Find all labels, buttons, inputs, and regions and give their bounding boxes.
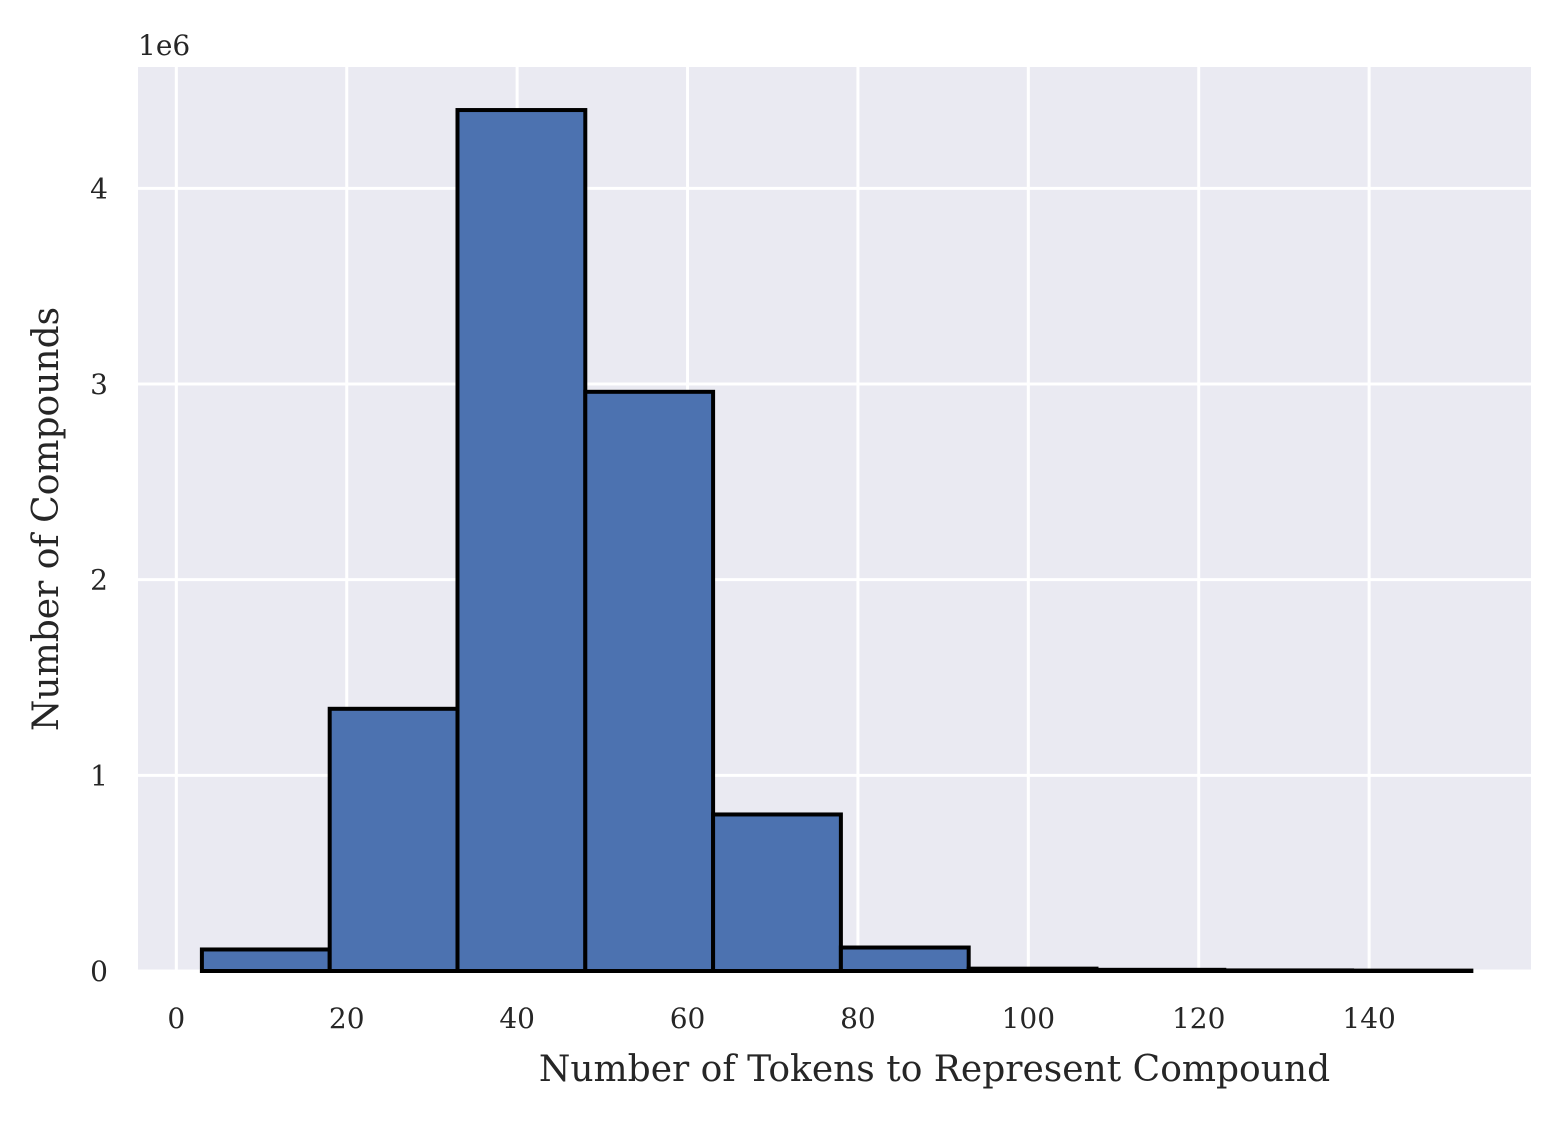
y-axis-label: Number of Compounds bbox=[26, 307, 67, 731]
y-tick-label-4: 4 bbox=[90, 172, 108, 205]
histogram-bar-0 bbox=[199, 947, 332, 974]
x-tick-label-3: 60 bbox=[670, 1002, 706, 1035]
x-tick-label-5: 100 bbox=[1002, 1002, 1055, 1035]
histogram-bars bbox=[199, 108, 1474, 974]
x-tick-label-7: 140 bbox=[1342, 1002, 1395, 1035]
histogram-bar-1 bbox=[327, 706, 460, 973]
histogram-bar-3 bbox=[583, 389, 716, 973]
x-tick-label-4: 80 bbox=[840, 1002, 876, 1035]
y-axis-ticks: 0 1 2 3 4 bbox=[90, 172, 108, 988]
x-tick-label-1: 20 bbox=[329, 1002, 365, 1035]
histogram-bar-6 bbox=[966, 966, 1099, 974]
histogram-bar-2 bbox=[455, 108, 588, 974]
histogram-bar-5 bbox=[838, 945, 971, 973]
x-axis-label: Number of Tokens to Represent Compound bbox=[539, 1049, 1330, 1090]
histogram-bar-8 bbox=[1222, 968, 1355, 973]
y-tick-label-0: 0 bbox=[90, 955, 108, 988]
y-tick-label-2: 2 bbox=[90, 564, 108, 597]
x-tick-label-6: 120 bbox=[1172, 1002, 1225, 1035]
x-tick-label-0: 0 bbox=[167, 1002, 185, 1035]
x-tick-label-2: 40 bbox=[499, 1002, 535, 1035]
y-tick-label-3: 3 bbox=[90, 368, 108, 401]
histogram-bar-4 bbox=[711, 812, 843, 973]
histogram-bar-7 bbox=[1094, 967, 1227, 974]
y-axis-offset-label: 1e6 bbox=[138, 29, 190, 62]
y-tick-label-1: 1 bbox=[90, 759, 108, 792]
x-axis-ticks: 0 20 40 60 80 100 120 140 bbox=[167, 1002, 1395, 1035]
